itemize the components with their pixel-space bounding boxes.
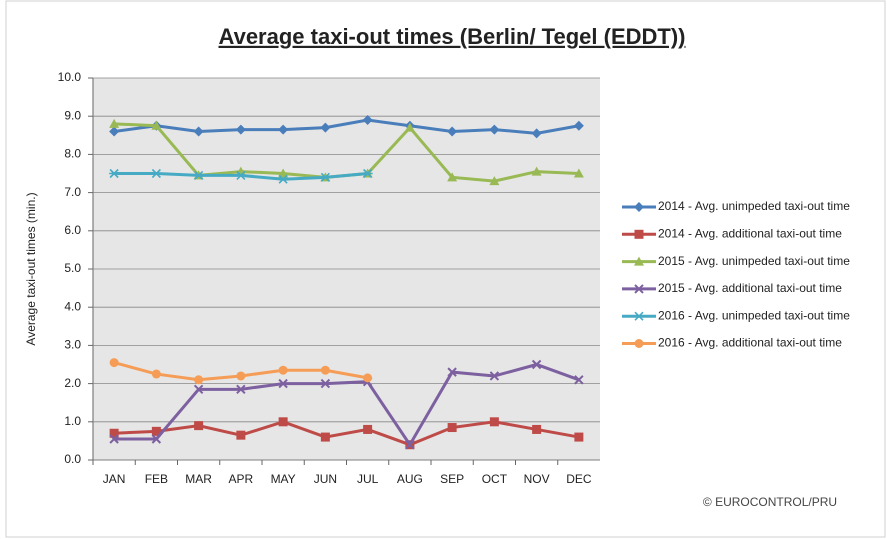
data-point xyxy=(278,168,289,178)
x-tick-label: NOV xyxy=(524,472,550,486)
x-tick-label: AUG xyxy=(397,472,423,486)
data-point xyxy=(404,122,415,132)
data-point xyxy=(151,369,161,379)
x-tick-label: OCT xyxy=(482,472,508,486)
data-point xyxy=(363,424,373,434)
data-point xyxy=(573,120,584,131)
legend-marker xyxy=(634,339,644,348)
data-point xyxy=(236,371,246,381)
data-point xyxy=(278,124,289,135)
data-point xyxy=(151,168,162,179)
data-point xyxy=(278,365,288,375)
data-point xyxy=(447,126,458,137)
data-point xyxy=(573,168,584,178)
data-point xyxy=(574,375,584,385)
data-point xyxy=(193,384,204,395)
y-tick-label: 0.0 xyxy=(64,452,81,466)
legend-marker xyxy=(634,284,644,294)
data-point xyxy=(109,358,119,368)
series-line xyxy=(113,118,580,135)
data-point xyxy=(320,432,330,442)
legend-marker xyxy=(634,256,644,266)
legend-label: 2016 - Avg. unimpeded taxi-out time xyxy=(658,308,850,322)
data-point xyxy=(151,434,162,444)
data-point xyxy=(109,118,120,128)
y-tick-label: 10.0 xyxy=(58,70,82,84)
data-point xyxy=(362,168,373,179)
data-point xyxy=(194,421,204,431)
y-axis-label: Average taxi-out times (min.) xyxy=(24,192,38,345)
data-point xyxy=(574,432,584,442)
data-point xyxy=(489,417,499,427)
legend-marker xyxy=(634,229,644,239)
data-point xyxy=(489,371,500,381)
chart-title: Average taxi-out times (Berlin/ Tegel (E… xyxy=(219,24,686,49)
data-point xyxy=(447,423,457,433)
y-tick-label: 3.0 xyxy=(64,338,81,352)
x-tick-label: MAY xyxy=(271,472,296,486)
data-point xyxy=(531,128,542,139)
data-point xyxy=(235,124,246,135)
data-point xyxy=(194,375,204,385)
series-line xyxy=(114,420,580,447)
data-point xyxy=(320,172,331,182)
data-point xyxy=(489,176,500,186)
legend-label: 2015 - Avg. additional taxi-out time xyxy=(658,281,842,295)
x-tick-label: JAN xyxy=(103,472,126,486)
data-point xyxy=(151,120,162,130)
data-point xyxy=(235,170,246,180)
source-note: © EUROCONTROL/PRU xyxy=(703,495,837,509)
data-point xyxy=(362,115,373,126)
y-tick-label: 6.0 xyxy=(64,223,81,237)
legend-marker xyxy=(634,311,644,321)
legend-label: 2015 - Avg. unimpeded taxi-out time xyxy=(658,254,850,268)
data-point xyxy=(109,168,120,179)
series-line xyxy=(114,362,580,448)
x-tick-label: FEB xyxy=(145,472,168,486)
x-tick-label: MAR xyxy=(185,472,212,486)
y-tick-label: 8.0 xyxy=(64,147,81,161)
y-tick-label: 1.0 xyxy=(64,414,81,428)
legend-marker xyxy=(634,202,644,212)
x-tick-label: APR xyxy=(229,472,254,486)
data-point xyxy=(109,428,119,438)
legend-label: 2016 - Avg. additional taxi-out time xyxy=(658,336,842,350)
data-point xyxy=(363,373,373,383)
data-point xyxy=(109,126,120,137)
y-tick-label: 2.0 xyxy=(64,376,81,390)
data-point xyxy=(320,122,331,133)
data-point xyxy=(447,172,458,182)
data-point xyxy=(531,166,542,176)
x-tick-label: JUL xyxy=(357,472,379,486)
legend-label: 2014 - Avg. unimpeded taxi-out time xyxy=(658,199,850,213)
data-point xyxy=(278,174,289,184)
data-point xyxy=(532,424,542,434)
data-point xyxy=(193,170,204,180)
x-tick-label: DEC xyxy=(566,472,592,486)
x-tick-label: SEP xyxy=(440,472,464,486)
data-point xyxy=(405,440,415,450)
data-point xyxy=(193,126,204,137)
y-tick-label: 4.0 xyxy=(64,299,81,313)
y-tick-label: 5.0 xyxy=(64,261,81,275)
data-point xyxy=(236,384,246,395)
data-point xyxy=(278,417,288,427)
data-point xyxy=(151,426,161,436)
y-tick-label: 7.0 xyxy=(64,185,81,199)
data-point xyxy=(320,378,331,389)
data-point xyxy=(109,434,119,444)
data-point xyxy=(320,365,330,375)
data-point xyxy=(447,367,457,377)
data-point xyxy=(236,430,246,440)
data-point xyxy=(489,124,500,135)
legend-label: 2014 - Avg. additional taxi-out time xyxy=(658,226,842,240)
data-point xyxy=(531,359,542,370)
data-point xyxy=(278,378,288,389)
x-tick-label: JUN xyxy=(314,472,337,486)
y-tick-label: 9.0 xyxy=(64,108,81,122)
